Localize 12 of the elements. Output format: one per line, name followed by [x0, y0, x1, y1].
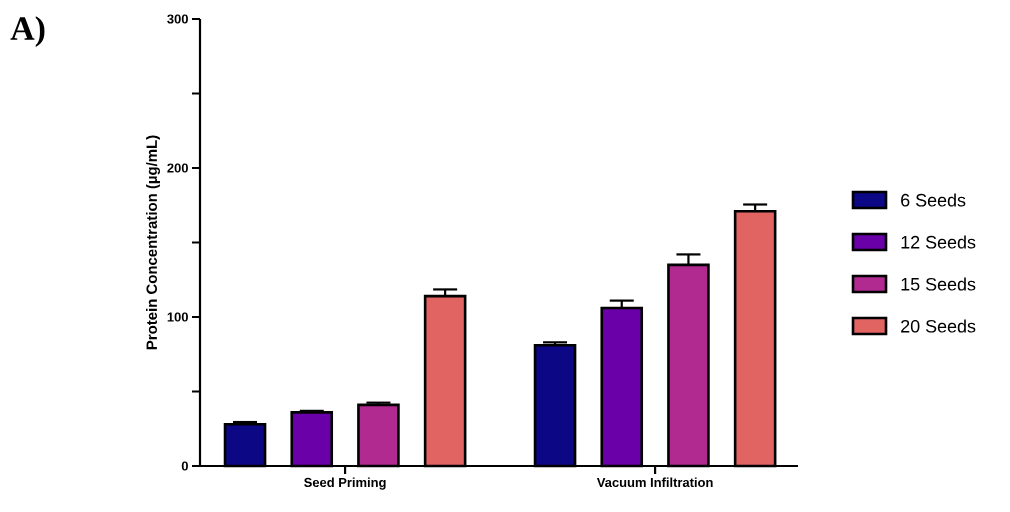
- x-tick-label: Seed Priming: [304, 477, 386, 490]
- y-axis-title: Protein Concentration (µg/mL): [146, 135, 161, 350]
- y-tick-label: 0: [181, 461, 188, 471]
- y-tick-label: 100: [167, 312, 188, 322]
- y-tick-label: 300: [167, 14, 188, 24]
- text: A): [10, 16, 45, 47]
- y-tick-label: 200: [167, 163, 188, 173]
- legend-label: 6 Seeds: [901, 193, 966, 207]
- x-tick-label: Vacuum Infiltration: [596, 477, 713, 488]
- legend-label: 15 Seeds: [901, 277, 976, 291]
- legend-label: 12 Seeds: [901, 235, 976, 249]
- legend-label: 20 Seeds: [901, 319, 976, 333]
